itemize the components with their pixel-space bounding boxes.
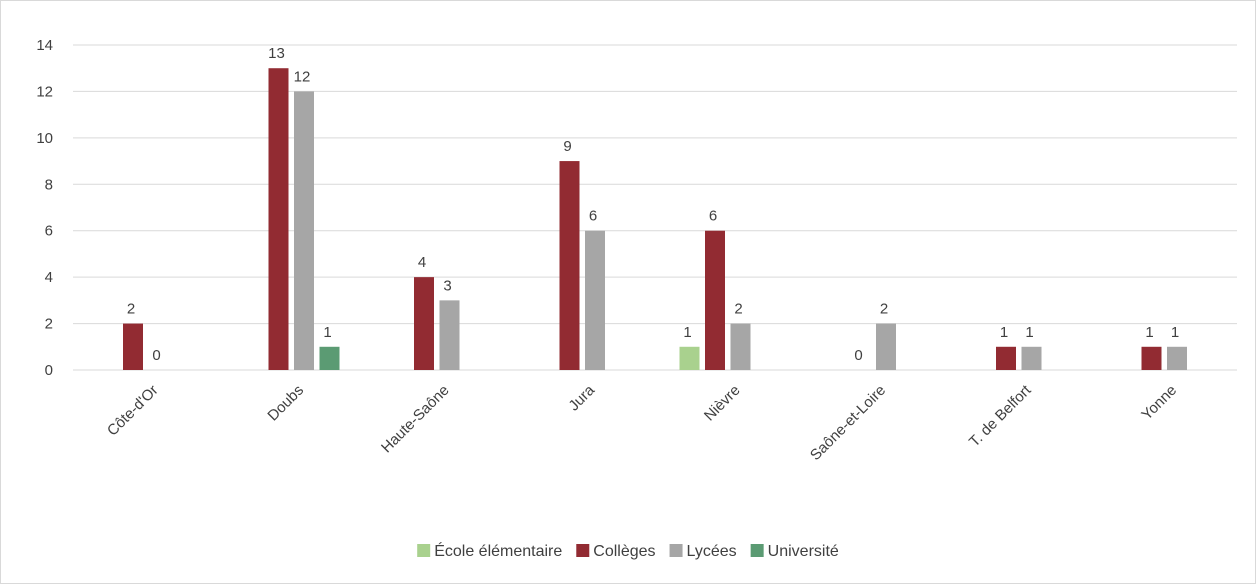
x-category-label: Saône-et-Loire <box>807 382 889 464</box>
bar <box>705 230 725 370</box>
data-label: 1 <box>1025 324 1033 341</box>
x-category-label: Yonne <box>1138 382 1180 424</box>
y-tick-label: 14 <box>36 37 53 54</box>
bar <box>319 346 340 370</box>
y-tick-label: 12 <box>36 83 53 100</box>
legend-label: Lycées <box>687 543 737 560</box>
bar <box>1167 346 1187 370</box>
y-tick-label: 8 <box>45 176 53 193</box>
data-label: 0 <box>854 347 862 364</box>
data-label: 3 <box>443 277 451 294</box>
data-label: 1 <box>1145 324 1153 341</box>
data-label: 12 <box>294 68 311 85</box>
x-category-label: Côte-d'Or <box>104 382 162 440</box>
bar <box>268 68 289 370</box>
bar <box>1021 346 1042 370</box>
bar <box>123 323 143 370</box>
legend-item: École élémentaire <box>417 541 562 560</box>
x-category-label: Haute-Saône <box>378 382 453 457</box>
data-label: 1 <box>323 324 331 341</box>
legend-swatch <box>669 544 683 557</box>
data-label: 2 <box>880 301 888 318</box>
data-label: 1 <box>1000 324 1008 341</box>
data-label: 13 <box>268 45 285 62</box>
data-label: 2 <box>127 301 135 318</box>
bar <box>996 346 1016 370</box>
y-tick-label: 6 <box>45 223 53 240</box>
x-axis-categories: Côte-d'Or Doubs Haute-Saône Jura Nièvre Saône… <box>104 381 1180 464</box>
legend: École élémentaire Collèges Lycées Universit… <box>417 541 839 560</box>
y-axis-ticks: 0 2 4 6 8 10 12 14 <box>36 37 53 379</box>
bar <box>439 300 460 370</box>
gridlines <box>73 44 1237 371</box>
data-label: 6 <box>589 208 597 225</box>
x-category-label: Jura <box>565 381 598 414</box>
y-tick-label: 4 <box>45 269 53 286</box>
bar <box>679 346 700 370</box>
bar <box>730 323 751 370</box>
y-tick-label: 10 <box>36 130 53 147</box>
data-label: 1 <box>1171 324 1179 341</box>
legend-label: École élémentaire <box>434 541 562 560</box>
data-label: 0 <box>152 347 160 364</box>
legend-swatch <box>417 544 431 557</box>
legend-swatch <box>576 544 590 557</box>
bar <box>559 161 580 370</box>
data-label: 1 <box>683 324 691 341</box>
legend-item: Collèges <box>576 543 656 560</box>
legend-swatch <box>750 544 764 557</box>
bar <box>294 91 314 370</box>
legend-label: Collèges <box>593 543 655 560</box>
bars <box>123 68 1187 370</box>
bar <box>414 277 434 370</box>
data-label: 4 <box>418 254 426 271</box>
legend-item: Lycées <box>669 543 737 560</box>
x-category-label: Nièvre <box>701 382 744 425</box>
y-tick-label: 0 <box>45 362 53 379</box>
data-label: 9 <box>563 138 571 155</box>
bar <box>585 230 605 370</box>
legend-item: Université <box>750 543 839 560</box>
y-tick-label: 2 <box>45 316 53 333</box>
bar <box>1141 346 1162 370</box>
bar <box>876 323 896 370</box>
x-category-label: Doubs <box>264 382 307 425</box>
data-label: 6 <box>709 208 717 225</box>
x-category-label: T. de Belfort <box>966 381 1035 450</box>
legend-label: Université <box>768 543 839 560</box>
data-label: 2 <box>734 301 742 318</box>
